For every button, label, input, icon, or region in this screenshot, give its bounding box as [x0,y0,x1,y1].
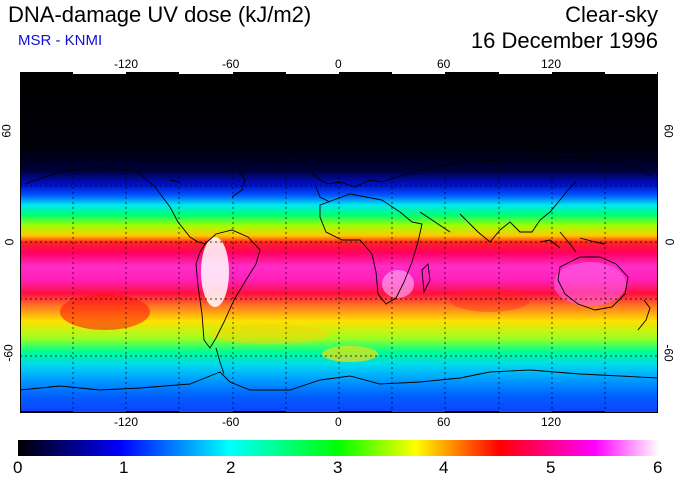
right-lat-label-60: 60 [661,124,676,138]
colorbar-label-6: 6 [653,458,663,477]
top-lon-label-m120: -120 [114,57,139,71]
coastlines [20,139,658,391]
madagascar-coast [421,263,431,294]
pacific-red-patch [60,294,150,330]
indian-ocean-red-patch [450,288,530,312]
sky-condition-label: Clear-sky [565,2,658,27]
north-america-coast [24,166,246,245]
right-lat-label-m60: -60 [661,344,676,362]
colorbar [18,440,659,456]
colorbar-label-4: 4 [439,458,449,477]
colorbar-label-2: 2 [226,458,236,477]
map-date: 16 December 1996 [470,28,658,53]
bottom-lon-label-60: 60 [437,415,451,429]
right-lat-label-0: 0 [662,238,677,246]
top-lon-label-0: 0 [335,57,342,71]
asia-coast [381,155,651,243]
left-lat-label-60: 60 [0,124,14,138]
south-america-coast [195,229,261,349]
data-source-label: MSR - KNMI [18,32,103,49]
colorbar-label-0: 0 [13,458,23,477]
bottom-lon-label-120: 120 [541,415,562,429]
south-atlantic-yellow-patch [322,346,378,362]
colorbar-label-5: 5 [546,458,556,477]
top-lon-label-60: 60 [437,57,451,71]
australia-coast [557,256,629,311]
new-zealand-coast [637,299,651,331]
top-lon-label-120: 120 [541,57,562,71]
bottom-lon-label-0: 0 [335,415,342,429]
colorbar-label-1: 1 [119,458,129,477]
antarctic-peninsula-coast [215,347,225,375]
africa-coast [319,193,423,305]
europe-coast [311,171,383,203]
andes-high-dose-patch [201,237,229,307]
bottom-lon-label-m60: -60 [222,415,240,429]
australia-high-dose-patch [554,262,626,306]
left-lat-label-m60: -60 [1,344,16,362]
map-title: DNA-damage UV dose (kJ/m2) [8,2,312,27]
colorbar-label-3: 3 [333,458,343,477]
antarctica-coast [20,369,658,391]
uv-dose-map [20,72,658,413]
graticule [20,72,658,413]
colorbar-gradient [18,440,659,456]
bottom-lon-label-m120: -120 [114,415,139,429]
top-lon-label-m60: -60 [222,57,240,71]
cloud-band-yellow-patch [210,324,330,344]
left-lat-label-0: 0 [2,238,17,246]
